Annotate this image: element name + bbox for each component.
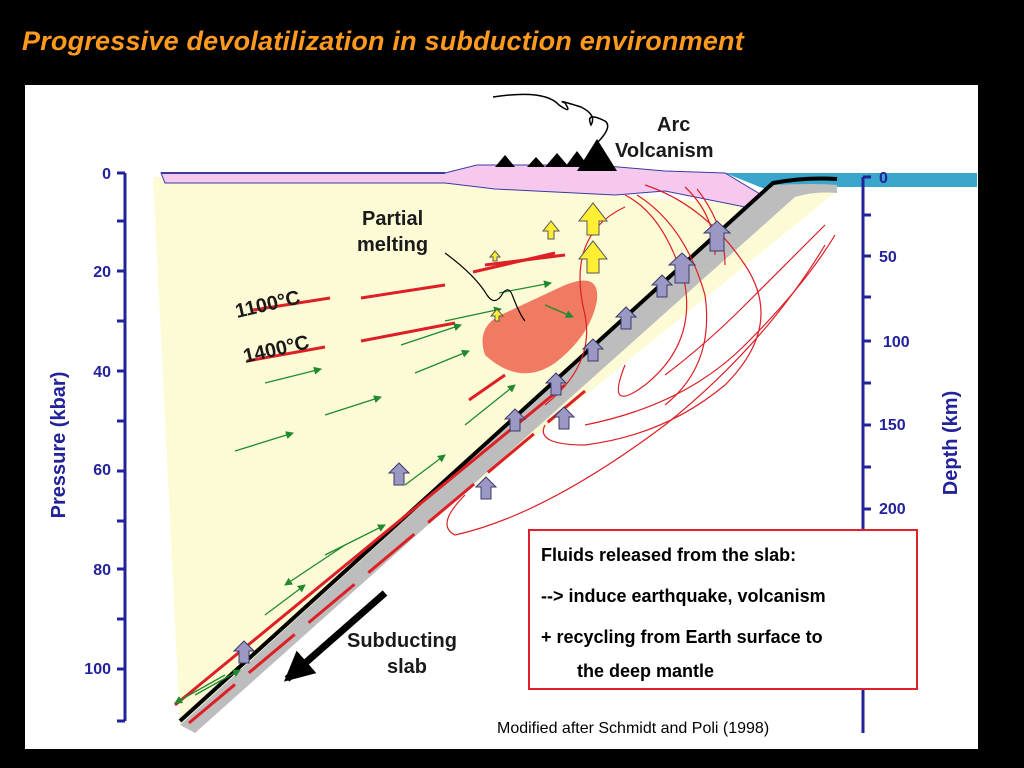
magma-arrows xyxy=(488,202,609,322)
pressure-axis: 0 20 40 60 80 100 Pressure (kbar) xyxy=(48,166,127,723)
pressure-tick-40: 40 xyxy=(93,364,111,381)
label-arc: Arc xyxy=(657,114,690,136)
slab-fluid-arrows xyxy=(232,220,732,664)
pressure-tick-100: 100 xyxy=(84,661,111,678)
depth-axis: 0 50 100 150 200 Depth (km) xyxy=(861,170,962,733)
label-melting: melting xyxy=(357,234,428,256)
eruption-plume xyxy=(492,93,609,144)
pressure-tick-80: 80 xyxy=(93,562,111,579)
fluid-arrows-wedge xyxy=(234,280,574,452)
label-volcanism: Volcanism xyxy=(615,140,714,162)
label-subducting: Subducting xyxy=(347,630,457,652)
depth-tick-150: 150 xyxy=(879,417,906,434)
fluid-arrows-slab xyxy=(174,384,516,704)
depth-tick-0: 0 xyxy=(879,170,888,187)
label-partial: Partial xyxy=(362,208,423,230)
depth-tick-200: 200 xyxy=(879,501,906,518)
volcanoes xyxy=(495,139,617,171)
pressure-axis-title: Pressure (kbar) xyxy=(48,372,70,519)
pressure-tick-0: 0 xyxy=(102,166,111,183)
depth-axis-title: Depth (km) xyxy=(940,391,962,495)
melt-zone xyxy=(482,280,598,374)
info-box: Fluids released from the slab: --> induc… xyxy=(528,529,918,690)
info-line-3: + recycling from Earth surface to xyxy=(541,627,823,647)
depth-tick-50: 50 xyxy=(879,249,897,266)
pressure-tick-20: 20 xyxy=(93,264,111,281)
slab-top xyxy=(178,176,838,723)
credit-text: Modified after Schmidt and Poli (1998) xyxy=(497,720,770,737)
subduction-diagram: Arc Volcanism Partial melting 1100°C 140… xyxy=(48,93,977,733)
slide-title: Progressive devolatilization in subducti… xyxy=(22,26,744,56)
subduction-arrow xyxy=(283,590,388,682)
info-line-2: --> induce earthquake, volcanism xyxy=(541,586,826,606)
pressure-tick-60: 60 xyxy=(93,462,111,479)
label-slab: slab xyxy=(387,656,427,678)
info-line-1: Fluids released from the slab: xyxy=(541,545,797,565)
slab xyxy=(180,184,837,733)
depth-tick-100: 100 xyxy=(883,334,910,351)
info-line-4: the deep mantle xyxy=(577,661,715,681)
figure-panel: Arc Volcanism Partial melting 1100°C 140… xyxy=(25,85,978,749)
melting-leader-line xyxy=(444,252,526,322)
